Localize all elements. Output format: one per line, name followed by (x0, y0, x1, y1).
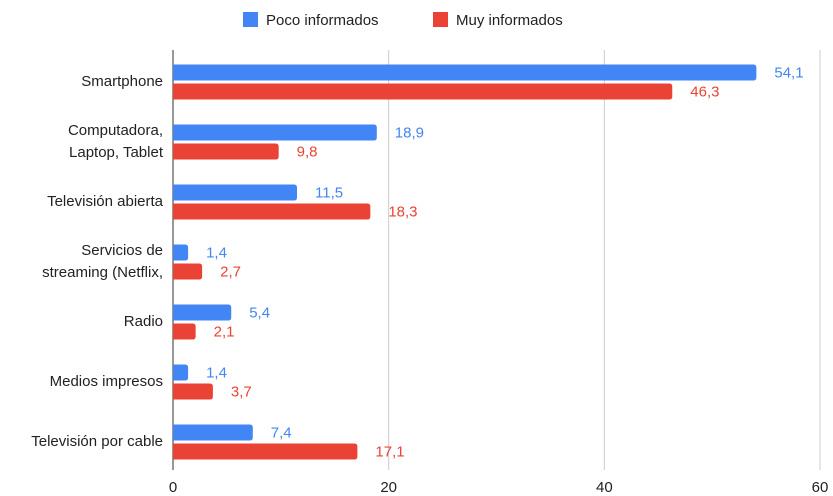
bar (173, 424, 253, 441)
data-label: 1,4 (206, 364, 227, 381)
bar (173, 323, 196, 340)
y-tick-label: Televisión abierta (47, 193, 164, 210)
bar (173, 83, 673, 100)
bar (173, 124, 377, 141)
y-tick-label: streaming (Netflix, (42, 264, 163, 281)
data-label: 9,8 (297, 143, 318, 160)
data-label: 3,7 (231, 383, 252, 400)
bar (173, 263, 203, 280)
bar (173, 64, 757, 81)
x-tick-label: 0 (169, 479, 177, 496)
legend-swatch (243, 12, 258, 27)
legend-swatch (433, 12, 448, 27)
data-label: 54,1 (774, 64, 803, 81)
y-tick-label: Smartphone (81, 73, 163, 90)
bar (173, 383, 213, 400)
bar (173, 184, 298, 201)
x-tick-label: 60 (812, 479, 829, 496)
data-label: 1,4 (206, 244, 227, 261)
y-tick-label: Servicios de (81, 242, 163, 259)
bar (173, 143, 279, 160)
data-label: 17,1 (375, 443, 404, 460)
data-label: 5,4 (249, 304, 270, 321)
y-tick-label: Computadora, (68, 122, 163, 139)
legend-label: Poco informados (266, 12, 379, 29)
data-label: 18,3 (388, 203, 417, 220)
bar (173, 203, 371, 220)
data-label: 46,3 (690, 83, 719, 100)
data-label: 2,7 (220, 263, 241, 280)
y-tick-label: Laptop, Tablet (69, 144, 164, 161)
y-tick-label: Televisión por cable (31, 433, 163, 450)
bar (173, 443, 358, 460)
data-label: 7,4 (271, 424, 292, 441)
y-tick-label: Radio (124, 313, 163, 330)
y-tick-label: Medios impresos (50, 373, 163, 390)
bar (173, 364, 189, 381)
x-tick-label: 40 (596, 479, 613, 496)
data-label: 11,5 (315, 184, 343, 201)
x-tick-label: 20 (380, 479, 397, 496)
bar (173, 304, 232, 321)
bar (173, 244, 189, 261)
legend-label: Muy informados (456, 12, 563, 29)
data-label: 18,9 (395, 124, 424, 141)
data-label: 2,1 (214, 323, 235, 340)
